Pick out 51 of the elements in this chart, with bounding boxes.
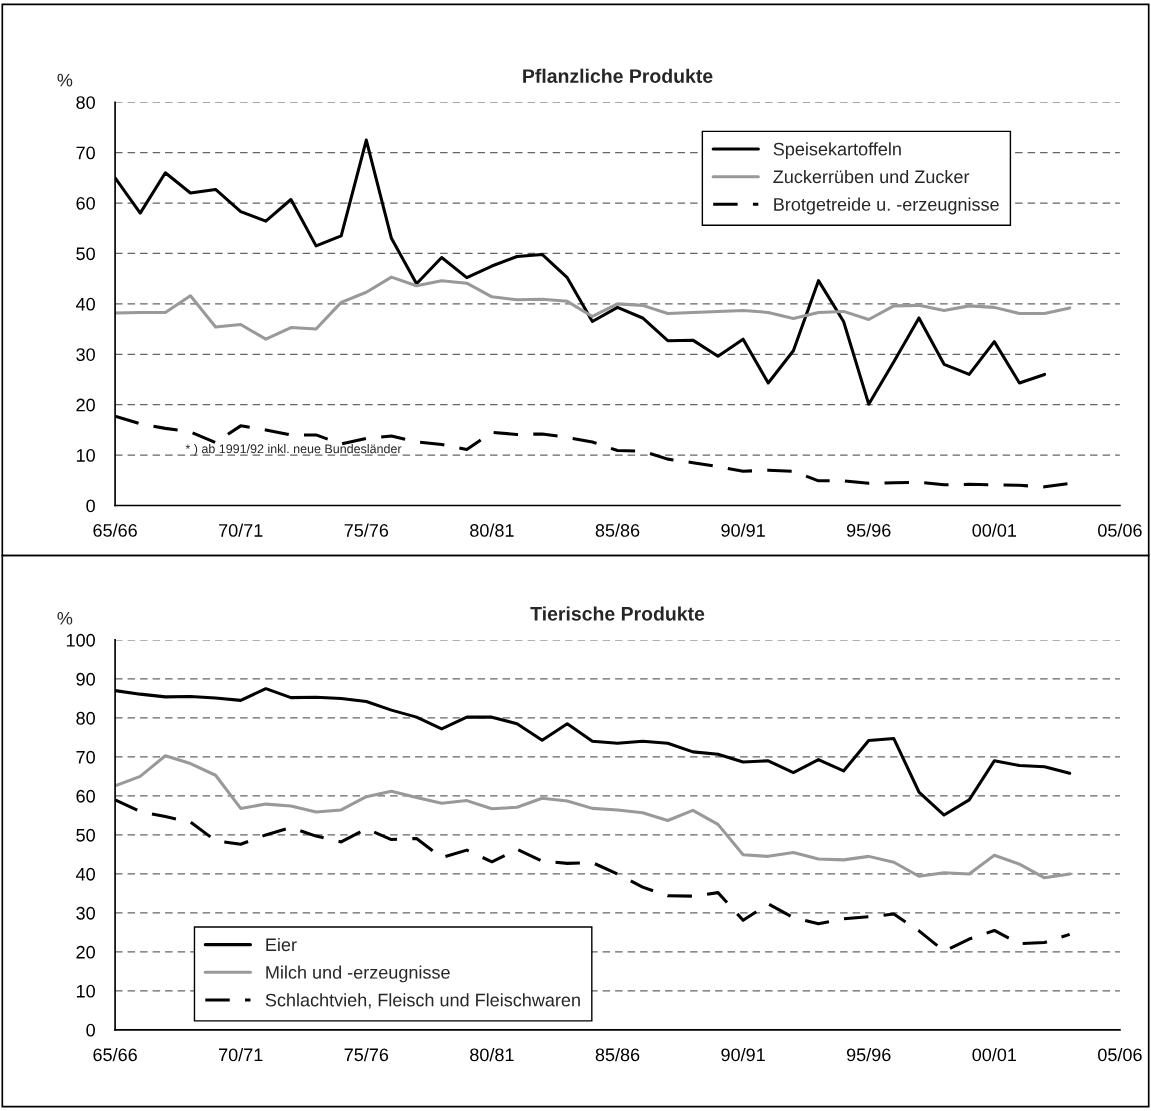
x-tick-label: 70/71 <box>219 1047 263 1062</box>
x-tick-label: 75/76 <box>344 1047 389 1062</box>
legend-label: Speisekartoffeln <box>773 142 901 160</box>
legend-label: Milch und -erzeugnisse <box>266 965 450 983</box>
x-tick-label: 80/81 <box>470 523 514 537</box>
x-tick-label: 90/91 <box>721 1047 765 1062</box>
y-tick-label: 60 <box>76 789 95 803</box>
chart-title: Tierische Produkte <box>530 606 705 621</box>
y-tick-label: 20 <box>76 945 95 959</box>
y-tick-label: 80 <box>76 96 95 109</box>
y-tick-label: 30 <box>76 348 95 361</box>
legend-label: Eier <box>266 937 297 952</box>
y-tick-label: 10 <box>76 449 95 462</box>
y-tick-label: 10 <box>76 984 95 998</box>
x-tick-label: 00/01 <box>972 523 1017 537</box>
x-tick-label: 00/01 <box>972 1047 1017 1062</box>
chart-title: Pflanzliche Produkte <box>523 68 713 83</box>
x-tick-label: 80/81 <box>470 1047 514 1062</box>
x-tick-label: 05/06 <box>1098 523 1142 537</box>
line-series <box>115 754 1072 880</box>
y-tick-label: 20 <box>76 398 95 412</box>
x-tick-label: 75/76 <box>344 523 389 537</box>
x-tick-label: 05/06 <box>1098 1047 1142 1062</box>
y-tick-label: 30 <box>76 906 95 920</box>
x-tick-label: 90/91 <box>721 523 765 537</box>
y-tick-label: 50 <box>76 247 95 261</box>
y-tick-label: 40 <box>75 867 95 881</box>
y-tick-label: 0 <box>86 499 95 513</box>
x-tick-label: 95/96 <box>846 1047 891 1062</box>
annotation: * ) ab 1991/92 inkl. neue Bundesländer <box>185 444 402 456</box>
legend-label: Schlachtvieh, Fleisch und Fleischwaren <box>265 993 580 1009</box>
y-tick-label: 80 <box>76 711 95 725</box>
x-tick-label: 65/66 <box>93 523 137 537</box>
y-tick-label: 0 <box>86 1023 95 1037</box>
y-tick-label: 70 <box>76 750 95 764</box>
y-tick-label: 70 <box>76 146 95 160</box>
x-tick-label: 65/66 <box>93 1047 137 1062</box>
x-tick-label: 85/86 <box>595 1047 640 1062</box>
y-tick-label: 90 <box>76 672 95 686</box>
x-tick-label: 95/96 <box>846 523 891 537</box>
y-tick-label: 100 <box>66 633 95 647</box>
line-series <box>115 275 1072 341</box>
legend-label: Brotgetreide u. -erzeugnisse <box>774 197 999 215</box>
y-tick-label: 40 <box>75 297 95 311</box>
y-axis-title: % <box>57 611 73 625</box>
legend-label: Zuckerrüben und Zucker <box>773 169 970 184</box>
x-tick-label: 70/71 <box>219 523 263 537</box>
y-tick-label: 50 <box>76 828 95 842</box>
y-axis-title: % <box>57 73 73 87</box>
y-tick-label: 60 <box>76 196 95 210</box>
x-tick-label: 85/86 <box>595 523 640 537</box>
